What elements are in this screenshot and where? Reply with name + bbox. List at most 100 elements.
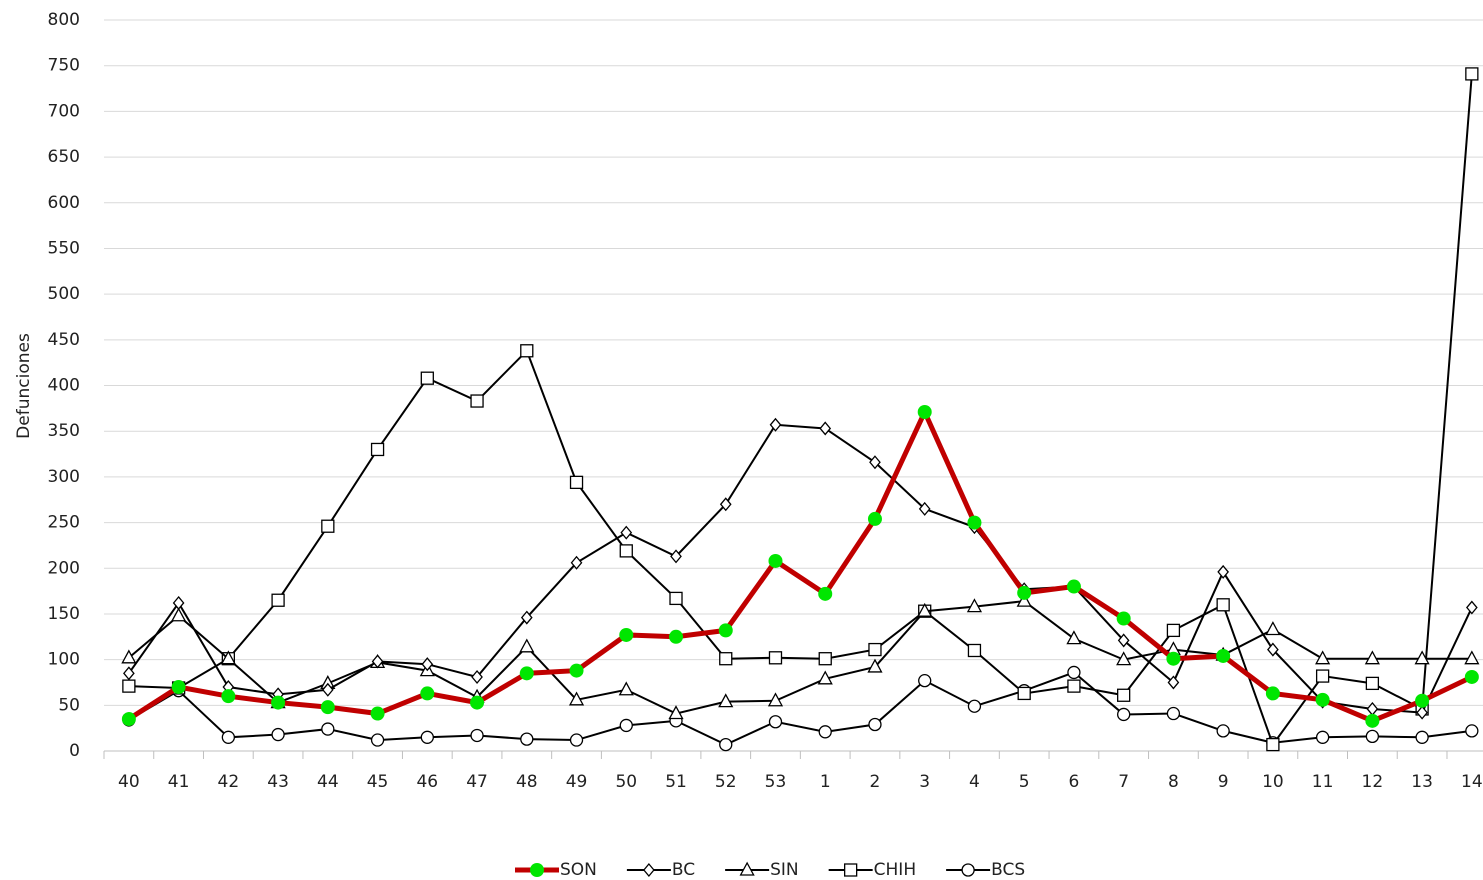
marker bbox=[520, 610, 533, 625]
marker bbox=[271, 695, 286, 710]
marker bbox=[1116, 651, 1132, 666]
x-tick-label: 14 bbox=[1461, 772, 1483, 792]
x-tick-label: 3 bbox=[919, 772, 930, 792]
x-tick-label: 42 bbox=[218, 772, 240, 792]
marker bbox=[818, 586, 833, 601]
marker bbox=[569, 733, 584, 747]
x-tick-label: 50 bbox=[615, 772, 637, 792]
x-tick-label: 1 bbox=[820, 772, 831, 792]
x-tick-label: 46 bbox=[416, 772, 438, 792]
x-tick-label: 47 bbox=[466, 772, 488, 792]
marker bbox=[220, 650, 236, 665]
marker bbox=[172, 595, 185, 610]
x-tick-label: 6 bbox=[1069, 772, 1080, 792]
marker bbox=[917, 404, 932, 419]
marker bbox=[470, 695, 485, 710]
marker bbox=[1016, 592, 1032, 607]
line bbox=[128, 600, 1472, 715]
marker bbox=[618, 681, 634, 696]
x-tick-label: 12 bbox=[1362, 772, 1384, 792]
marker bbox=[530, 863, 544, 877]
marker bbox=[844, 863, 858, 877]
marker bbox=[1267, 642, 1279, 657]
marker bbox=[718, 693, 734, 708]
marker bbox=[1265, 686, 1280, 701]
marker bbox=[967, 699, 982, 713]
y-tick-label: 450 bbox=[48, 330, 80, 350]
x-tick-label: 43 bbox=[267, 772, 289, 792]
marker bbox=[519, 638, 535, 653]
marker bbox=[819, 421, 832, 436]
marker bbox=[1017, 585, 1032, 600]
marker bbox=[1217, 564, 1229, 579]
y-tick-label: 200 bbox=[48, 558, 80, 578]
y-tick-label: 700 bbox=[48, 101, 80, 121]
marker bbox=[867, 658, 883, 673]
marker bbox=[1066, 579, 1081, 594]
x-tick-label: 9 bbox=[1218, 772, 1229, 792]
marker bbox=[1464, 650, 1480, 665]
marker bbox=[1315, 669, 1330, 683]
marker bbox=[961, 863, 975, 877]
legend-label: SON bbox=[560, 860, 597, 880]
marker bbox=[1464, 669, 1479, 684]
marker bbox=[619, 718, 633, 733]
y-tick-label: 800 bbox=[48, 10, 80, 30]
marker bbox=[817, 670, 833, 685]
x-tick-label: 11 bbox=[1312, 772, 1334, 792]
marker bbox=[768, 553, 783, 568]
marker bbox=[1067, 679, 1081, 693]
marker bbox=[1216, 724, 1230, 738]
marker bbox=[321, 722, 335, 736]
marker bbox=[420, 371, 434, 385]
legend-label: SIN bbox=[770, 860, 799, 880]
legend-label: CHIH bbox=[874, 860, 916, 880]
marker bbox=[471, 669, 483, 685]
marker bbox=[619, 627, 634, 642]
marker bbox=[121, 712, 136, 727]
marker bbox=[1166, 706, 1181, 721]
marker bbox=[421, 657, 434, 672]
y-tick-label: 650 bbox=[48, 147, 80, 167]
marker bbox=[619, 544, 633, 558]
x-tick-label: 53 bbox=[765, 772, 787, 792]
marker bbox=[767, 692, 784, 707]
marker bbox=[569, 663, 584, 678]
legend-item: BCS bbox=[946, 860, 1025, 880]
marker bbox=[1366, 701, 1379, 716]
y-tick-label: 50 bbox=[58, 695, 80, 715]
x-tick-label: 48 bbox=[516, 772, 538, 792]
y-tick-label: 750 bbox=[48, 56, 80, 76]
marker bbox=[1017, 686, 1031, 701]
marker bbox=[719, 497, 732, 512]
x-tick-label: 40 bbox=[118, 772, 140, 792]
marker bbox=[221, 689, 236, 704]
marker bbox=[171, 680, 186, 695]
marker bbox=[520, 732, 534, 746]
line bbox=[127, 405, 1473, 724]
legend-label: BCS bbox=[991, 860, 1025, 880]
marker bbox=[1216, 648, 1231, 663]
marker bbox=[620, 525, 633, 540]
marker bbox=[768, 715, 783, 729]
series bbox=[122, 665, 1479, 752]
y-tick-label: 600 bbox=[48, 193, 80, 213]
x-tick-label: 2 bbox=[870, 772, 881, 792]
x-tick-label: 7 bbox=[1118, 772, 1129, 792]
marker bbox=[1117, 688, 1131, 702]
x-tick-label: 52 bbox=[715, 772, 737, 792]
y-tick-label: 0 bbox=[69, 741, 80, 761]
y-tick-label: 500 bbox=[48, 284, 80, 304]
y-axis-label: Defunciones bbox=[14, 333, 34, 439]
marker bbox=[818, 652, 832, 666]
marker bbox=[643, 862, 655, 878]
legend-item: CHIH bbox=[828, 860, 916, 880]
marker bbox=[1465, 67, 1479, 81]
y-tick-label: 150 bbox=[48, 604, 80, 624]
marker bbox=[869, 455, 881, 470]
marker bbox=[918, 501, 931, 516]
marker bbox=[669, 629, 684, 644]
marker bbox=[967, 643, 982, 658]
marker bbox=[1465, 724, 1479, 738]
marker bbox=[271, 593, 285, 607]
